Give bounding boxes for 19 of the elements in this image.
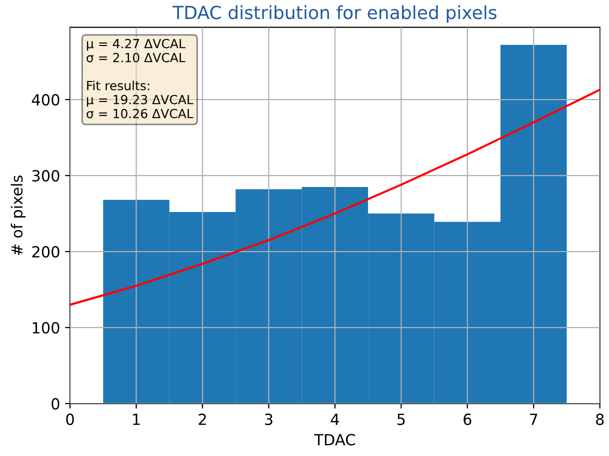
y-tick-label: 0	[52, 398, 60, 410]
chart-title: TDAC distribution for enabled pixels	[172, 5, 496, 23]
y-tick-label: 200	[32, 246, 60, 258]
x-tick-label: 0	[66, 414, 74, 426]
y-tick-label: 300	[32, 170, 60, 182]
x-tick-label: 1	[133, 414, 140, 425]
text: μ = 4.27 ΔVCAL σ = 2.10 ΔVCAL Fit results: μ = 19.23 ΔVCAL σ = 10.26 ΔVCAL	[86, 38, 194, 118]
x-tick-label: 7	[530, 414, 538, 425]
x-tick-label: 8	[596, 414, 604, 426]
x-tick-label: 5	[398, 414, 405, 426]
y-axis-title: # of pixels	[10, 176, 26, 255]
line-series	[70, 88, 600, 306]
y-tick-label: 100	[32, 322, 60, 334]
y-tick-label: 400	[32, 94, 60, 106]
x-tick-label: 4	[330, 414, 339, 425]
x-tick-label: 6	[464, 414, 472, 426]
x-axis-title: TDAC	[314, 434, 355, 446]
x-tick-label: 2	[198, 414, 206, 425]
x-tick-label: 3	[265, 414, 272, 426]
